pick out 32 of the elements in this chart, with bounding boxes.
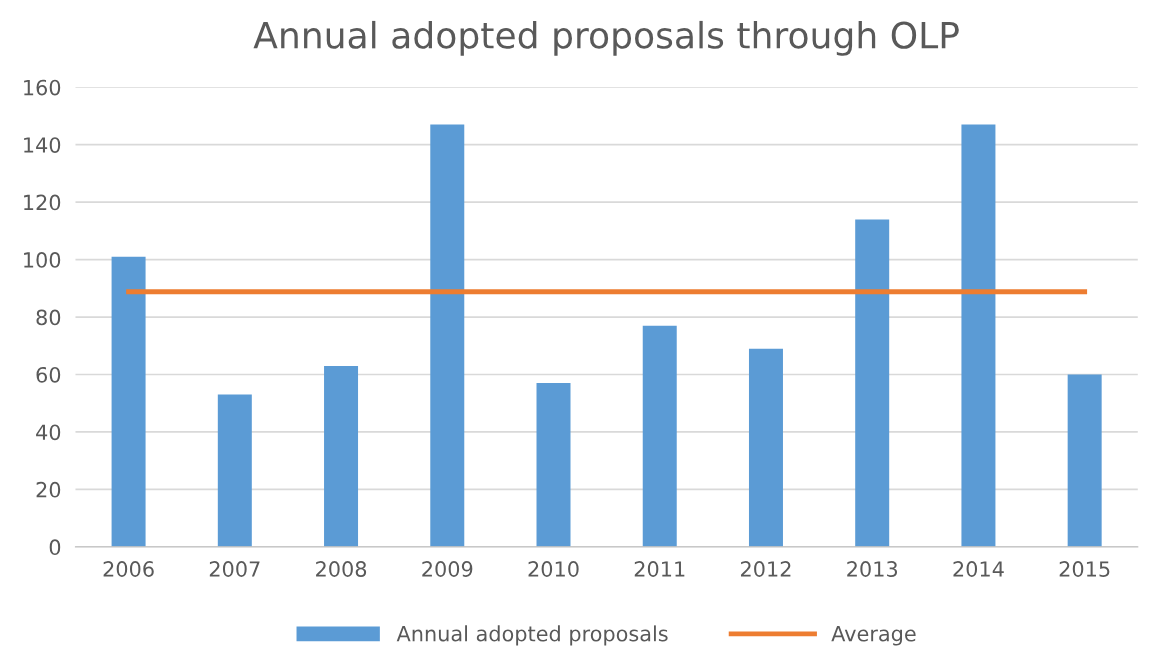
- bar: [324, 365, 359, 547]
- bar: [430, 124, 465, 547]
- bar: [1067, 374, 1102, 547]
- y-tick-label: 160: [24, 79, 61, 96]
- y-tick-label: 140: [24, 137, 61, 153]
- y-tick-label: 0: [49, 539, 61, 556]
- bar: [536, 383, 571, 547]
- legend-label: Average: [831, 626, 916, 646]
- legend-label: Annual adopted proposals: [396, 625, 668, 646]
- y-tick-label: 120: [24, 194, 61, 211]
- y-tick-label: 100: [24, 252, 61, 268]
- y-tick-label: 60: [36, 366, 61, 383]
- y-tick-label: 20: [36, 481, 61, 498]
- x-tick-label: 2007: [209, 561, 260, 577]
- x-tick-label: 2015: [1059, 561, 1110, 577]
- x-tick-label: 2014: [953, 561, 1004, 577]
- x-tick-label: 2009: [422, 561, 473, 577]
- x-tick-label: 2012: [740, 561, 791, 577]
- x-tick-label: 2006: [103, 561, 154, 577]
- chart-title: Annual adopted proposals through OLP: [253, 20, 959, 56]
- x-tick-label: 2013: [847, 561, 898, 577]
- x-tick-label: 2011: [634, 561, 685, 577]
- bar: [748, 348, 783, 547]
- x-tick-label: 2010: [528, 561, 579, 577]
- bar: [642, 325, 677, 547]
- y-tick-label: 40: [36, 424, 61, 441]
- bar: [961, 124, 996, 547]
- x-tick-label: 2008: [316, 561, 367, 577]
- bar: [855, 219, 890, 547]
- bar: [217, 394, 252, 547]
- y-tick-label: 80: [36, 309, 61, 326]
- bar: [111, 256, 146, 547]
